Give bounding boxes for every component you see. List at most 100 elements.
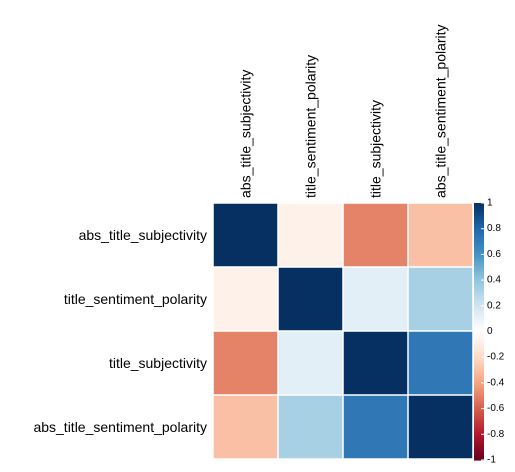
legend-segment [474,447,484,451]
legend-segment [474,395,484,399]
legend-segment [474,249,484,253]
legend-segment [474,316,484,320]
row-labels: abs_title_subjectivity title_sentiment_po… [33,227,207,435]
legend-segment [474,300,484,304]
legend-segment [474,285,484,289]
legend-segment [474,452,484,456]
heatmap-cell-2-0 [213,331,278,395]
legend-segment [474,205,484,209]
legend-segment [474,210,484,214]
row-label: abs_title_sentiment_polarity [33,419,207,435]
legend-segment [474,424,484,428]
legend-segment [474,323,484,327]
legend-segment [474,454,484,459]
legend-segment [474,449,484,453]
heatmap-gridlines [212,202,474,460]
row-label: abs_title_subjectivity [79,227,207,243]
legend-segment [474,277,484,281]
legend-segment [474,393,484,397]
legend-segment [474,241,484,245]
legend-segment [474,295,484,299]
legend-segment [474,308,484,312]
legend-segment [474,218,484,222]
legend-segment [474,303,484,307]
legend-segment [474,403,484,407]
legend-label: 1 [487,198,493,209]
column-label: title_subjectivity [368,100,384,198]
legend-segment [474,436,484,441]
legend-segment [474,254,484,258]
legend-segment [474,259,484,263]
legend-segment [474,364,484,369]
legend-segment [474,367,484,371]
legend-segment [474,362,484,366]
legend-label: 0.4 [487,275,501,286]
legend-segment [474,272,484,276]
legend-segment [474,377,484,381]
heatmap-cells [213,203,473,459]
legend-segment [474,262,484,266]
legend-segment [474,442,484,446]
heatmap-cell-1-2 [343,267,408,331]
legend-segment [474,208,484,212]
legend-segment [474,346,484,351]
legend-segment [474,380,484,384]
legend-segment [474,326,484,330]
legend-segment [474,233,484,238]
legend-segment [474,354,484,358]
heatmap-cell-3-2 [343,395,408,459]
heatmap-cell-0-2 [343,203,408,267]
legend-segment [474,408,484,412]
legend-segment [474,298,484,302]
column-label: abs_title_subjectivity [238,70,254,198]
heatmap-cell-1-3 [408,267,473,331]
row-label: title_subjectivity [109,355,207,371]
legend-label: 0.2 [487,300,501,311]
legend-segment [474,444,484,448]
column-label: title_sentiment_polarity [303,55,319,198]
legend-segment [474,226,484,230]
legend-segment [474,203,484,207]
legend-segment [474,434,484,438]
legend-segment [474,215,484,220]
column-label: abs_title_sentiment_polarity [433,24,449,198]
legend-segment [474,264,484,268]
legend-segment [474,256,484,261]
legend-segment [474,228,484,232]
heatmap-cell-1-0 [213,267,278,331]
legend-segment [474,321,484,325]
legend-segment [474,385,484,389]
legend-labels: 1 0.8 0.6 0.4 0.2 0 -0.2 -0.4 -0.6 -0.8 -1 [487,198,505,466]
legend-segment [474,231,484,235]
heatmap-cell-0-1 [278,203,343,267]
legend-segment [474,426,484,430]
heatmap-cell-3-1 [278,395,343,459]
legend-segment [474,352,484,356]
color-legend: 1 0.8 0.6 0.4 0.2 0 -0.2 -0.4 -0.6 -0.8 -1 [474,198,505,466]
legend-color-bar [474,203,484,461]
legend-label: 0.6 [487,249,501,260]
legend-segment [474,334,484,338]
heatmap-cell-0-0 [213,203,278,267]
legend-segment [474,287,484,291]
legend-segment [474,318,484,322]
legend-segment [474,336,484,340]
legend-segment [474,290,484,294]
legend-segment [474,375,484,379]
heatmap-cell-3-3 [408,395,473,459]
legend-segment [474,457,484,461]
legend-segment [474,411,484,415]
legend-label: 0.8 [487,223,501,234]
legend-label: -1 [487,455,496,466]
heatmap-cell-3-0 [213,395,278,459]
legend-segment [474,406,484,410]
legend-segment [474,388,484,392]
heatmap-cell-2-1 [278,331,343,395]
legend-segment [474,400,484,405]
legend-segment [474,349,484,353]
heatmap-cell-2-2 [343,331,408,395]
legend-segment [474,236,484,240]
heatmap-cell-1-1 [278,267,343,331]
legend-segment [474,339,484,343]
